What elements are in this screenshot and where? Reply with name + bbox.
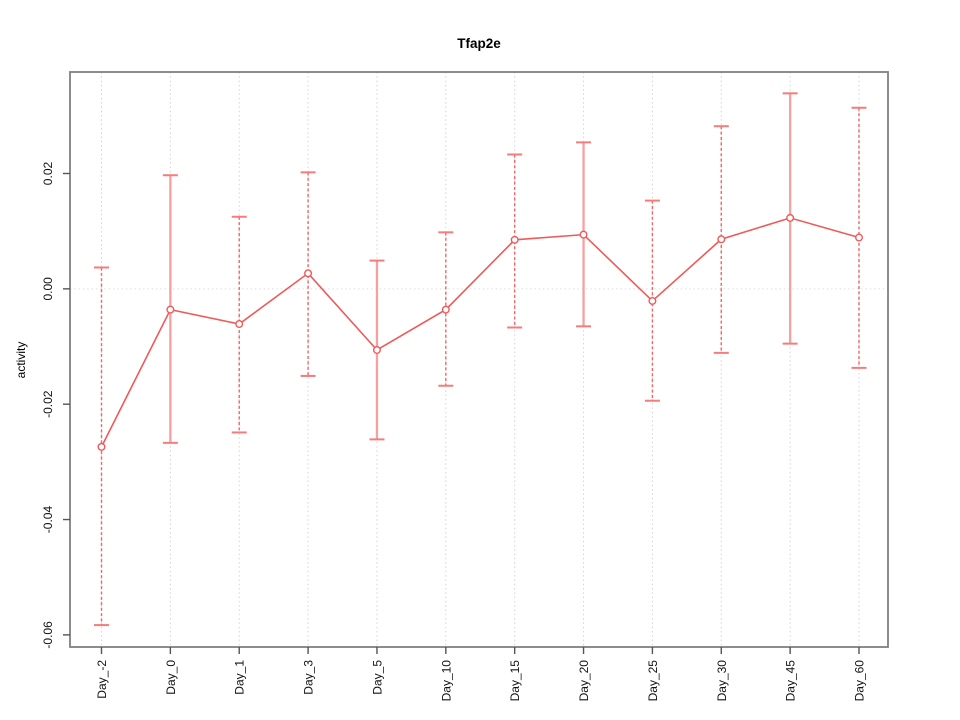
- y-tick-label: -0.04: [41, 506, 55, 534]
- data-point: [304, 269, 313, 278]
- data-point: [855, 233, 864, 242]
- data-point: [648, 296, 657, 305]
- chart-title: Tfap2e: [457, 36, 501, 51]
- x-tick-label: Day_3: [302, 660, 316, 695]
- data-point: [97, 442, 106, 451]
- data-point: [235, 320, 244, 329]
- data-point: [579, 230, 588, 239]
- x-tick-label: Day_30: [715, 660, 729, 702]
- x-tick-label: Day_0: [164, 660, 178, 695]
- x-tick-label: Day_1: [233, 660, 247, 695]
- plot-border: [69, 71, 889, 648]
- data-point: [441, 305, 450, 314]
- data-point: [510, 235, 519, 244]
- x-tick-label: Day_-2: [95, 660, 109, 699]
- y-tick-label: -0.02: [41, 390, 55, 418]
- y-tick-label: 0.00: [41, 277, 55, 301]
- y-tick-label: -0.06: [41, 621, 55, 649]
- data-point: [786, 213, 795, 222]
- data-point: [166, 305, 175, 314]
- x-tick-label: Day_25: [646, 660, 660, 702]
- x-tick-label: Day_15: [508, 660, 522, 702]
- x-tick-label: Day_20: [577, 660, 591, 702]
- x-tick-label: Day_5: [370, 660, 384, 695]
- y-tick-label: 0.02: [41, 162, 55, 186]
- x-tick-label: Day_45: [784, 660, 798, 702]
- x-tick-label: Day_10: [439, 660, 453, 702]
- x-tick-label: Day_60: [853, 660, 867, 702]
- data-line: [100, 217, 860, 448]
- data-point: [372, 345, 381, 354]
- data-point: [717, 235, 726, 244]
